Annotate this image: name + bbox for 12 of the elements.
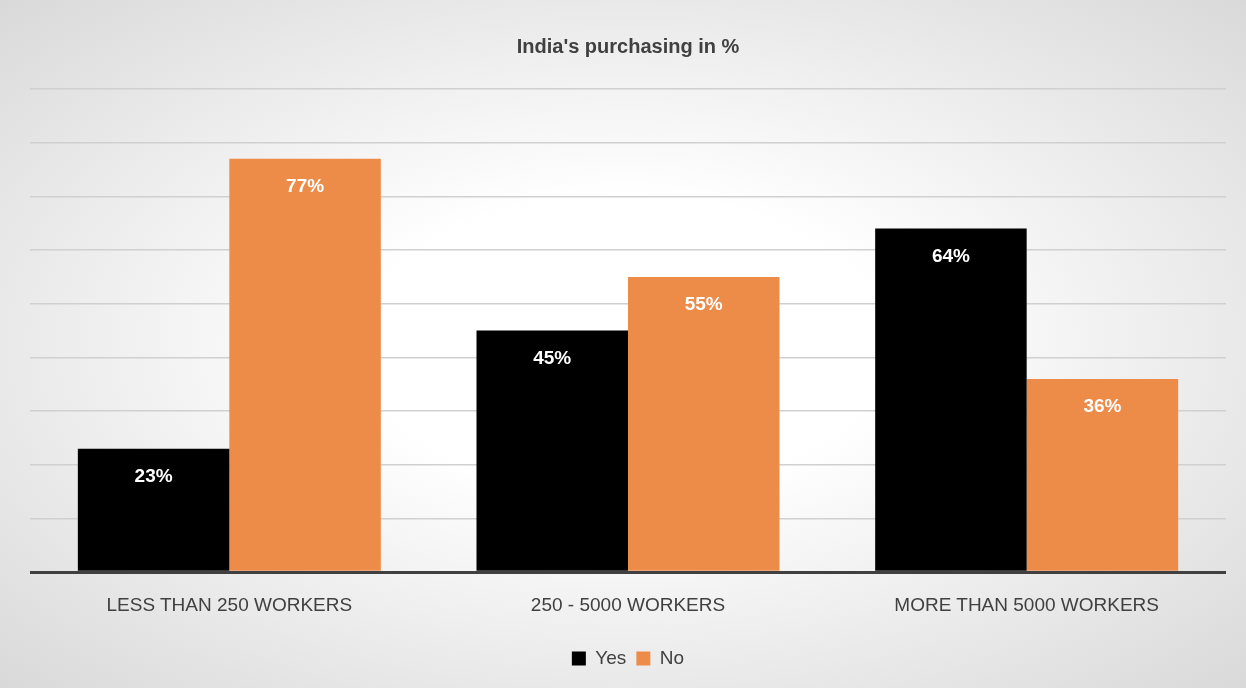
data-label: 36% — [1083, 395, 1122, 417]
legend-label: No — [659, 646, 685, 668]
data-label: 64% — [931, 244, 971, 266]
x-tick-label: 250 - 5000 WORKERS — [530, 593, 726, 615]
data-label: 45% — [533, 346, 572, 368]
data-label: 55% — [684, 293, 723, 315]
legend-label: Yes — [595, 646, 627, 668]
chart-title: India's purchasing in % — [516, 34, 740, 57]
x-tick-label: MORE THAN 5000 WORKERS — [894, 593, 1159, 615]
data-label: 23% — [134, 464, 173, 486]
x-tick-label: LESS THAN 250 WORKERS — [106, 593, 353, 615]
data-label: 77% — [286, 175, 325, 197]
